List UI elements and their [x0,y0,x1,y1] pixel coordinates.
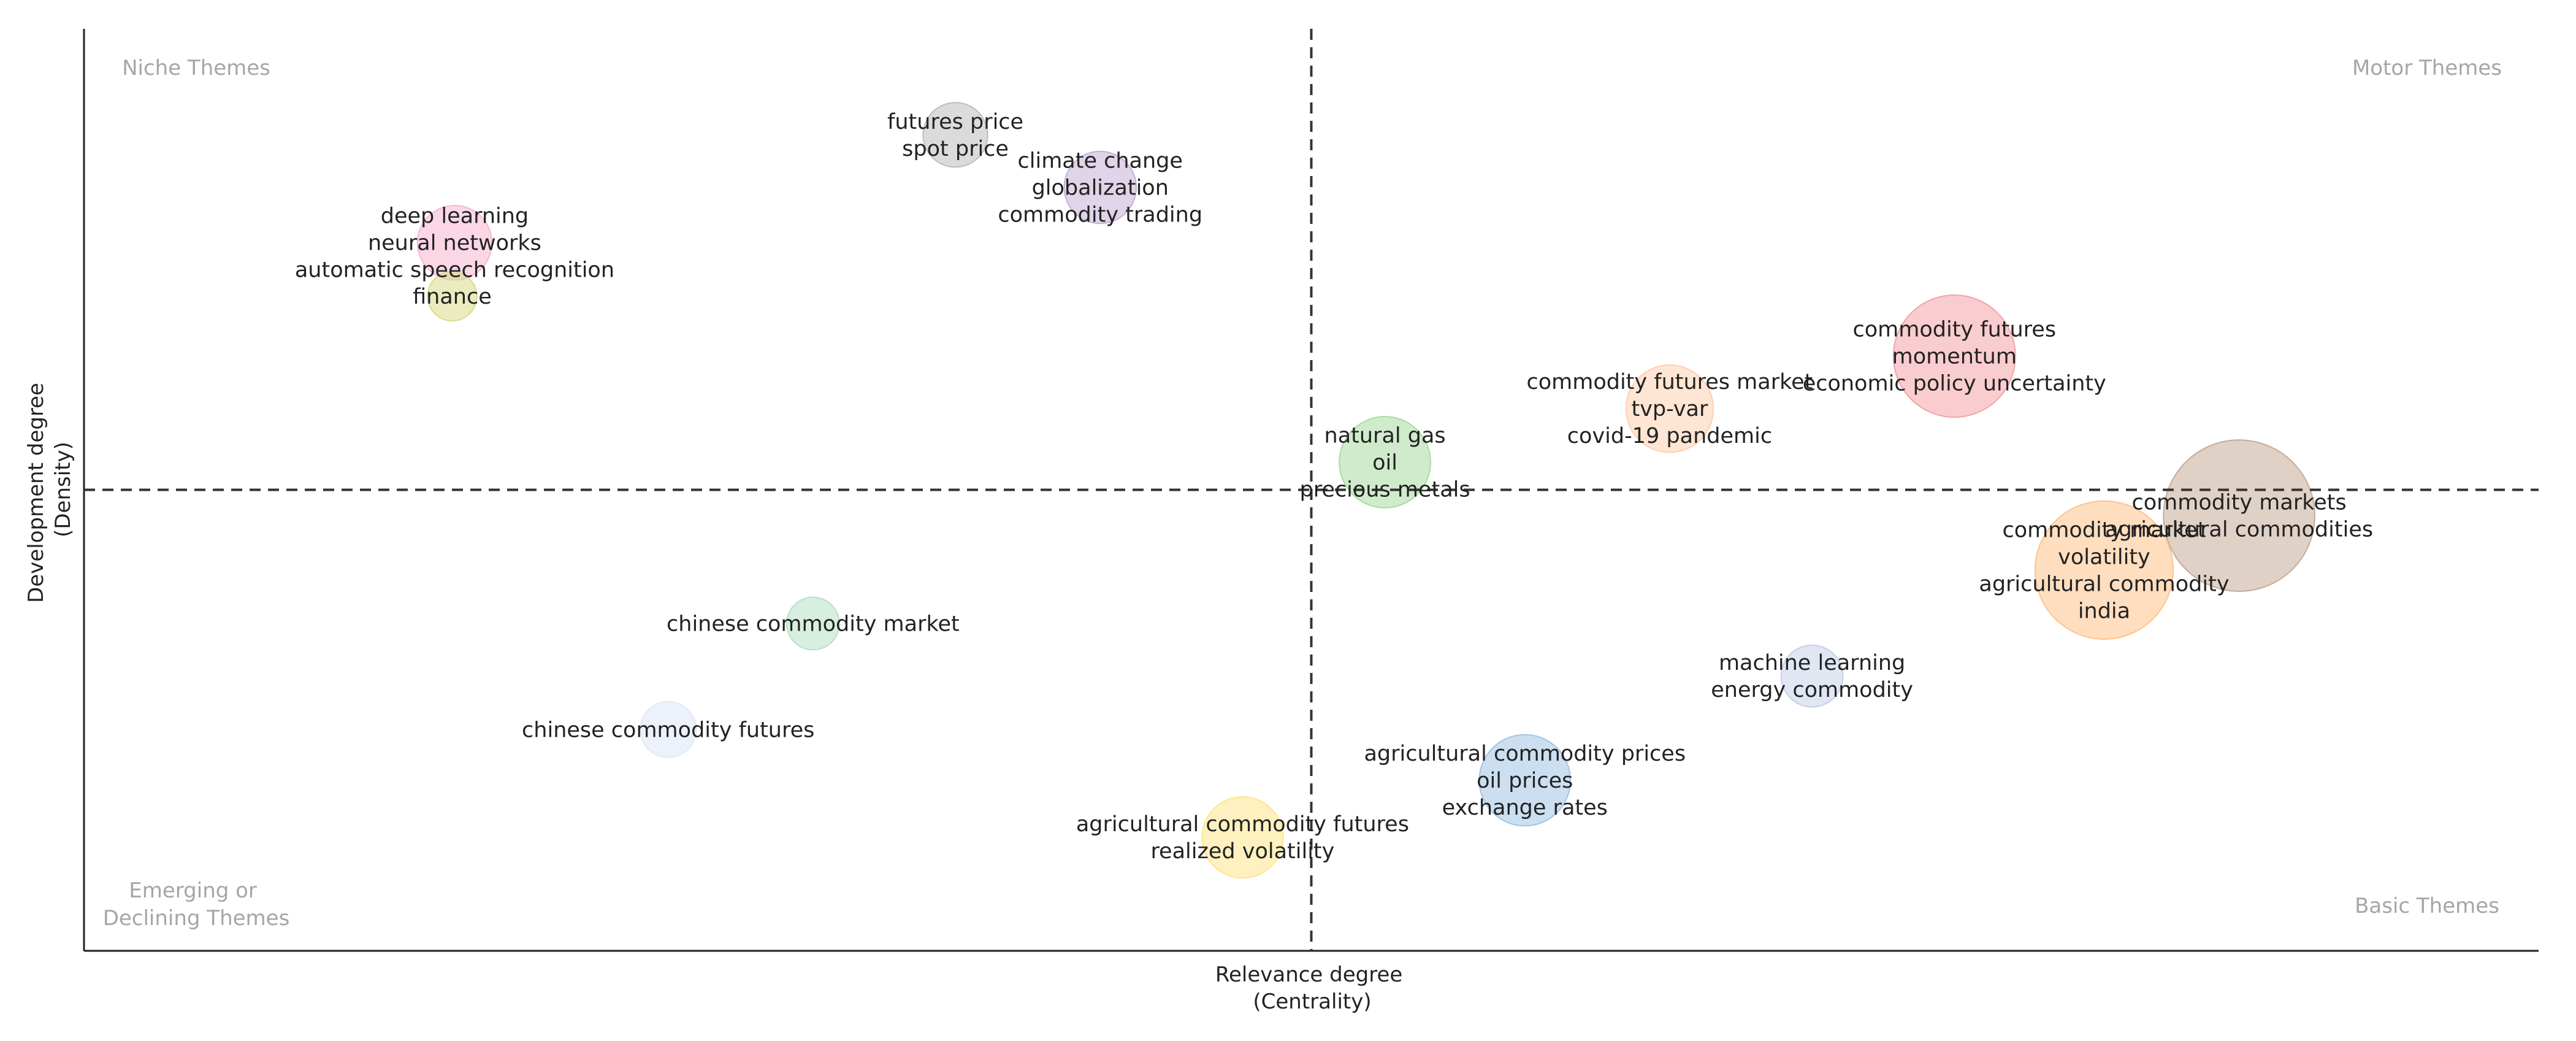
cluster-label-line: commodity market [2002,518,2206,542]
cluster-label-line: finance [413,285,492,309]
quadrant-label-motor: Motor Themes [2352,56,2502,80]
cluster-label-line: momentum [1892,345,2017,369]
cluster-label: climate change globalization commodity tra… [998,149,1202,228]
cluster-label-line: spot price [902,137,1009,161]
cluster-bubble [2163,439,2315,592]
cluster-bubble [640,701,697,758]
bubble-label-layer: futures price spot price climate change glo… [295,110,2373,864]
cluster-label-line: chinese commodity futures [522,718,814,742]
cluster-label: deep learning neural networks automatic sp… [295,204,614,283]
cluster-bubble [785,596,840,651]
cluster-label-line: oil prices [1477,769,1573,793]
cluster-label-line: commodity futures market [1526,370,1813,394]
cluster-bubble [1063,150,1137,225]
cluster-bubble [427,271,478,322]
cluster-label-line: natural gas [1324,423,1446,448]
cluster-label: commodity market volatility agricultural c… [1979,518,2229,623]
cluster-label: agricultural commodity prices oil prices e… [1364,742,1686,820]
cluster-label-line: globalization [1032,176,1169,201]
cluster-label: chinese commodity market [667,612,960,636]
cluster-label-line: climate change [1018,149,1183,174]
cluster-label-line: precious metals [1300,477,1470,502]
cluster-label: futures price spot price [887,110,1023,161]
cluster-label-line: automatic speech recognition [295,258,614,283]
cluster-label-line: agricultural commodity futures [1076,812,1409,837]
cluster-label: commodity futures momentum economic policy… [1803,318,2106,396]
cluster-bubble [1892,294,2016,418]
cluster-label-line: neural networks [368,231,541,256]
cluster-label-line: chinese commodity market [667,612,960,636]
cluster-label: commodity markets agricultural commoditie… [2105,491,2373,542]
cluster-label-line: agricultural commodities [2105,518,2373,542]
cluster-bubble [1780,644,1844,708]
cluster-label-line: deep learning [381,204,529,229]
cluster-label-line: futures price [887,110,1023,134]
cluster-label-line: oil [1372,450,1397,475]
x-axis-title: Relevance degree (Centrality) [1215,962,1409,1014]
cluster-label-line: exchange rates [1442,796,1608,820]
cluster-label-line: machine learning [1719,651,1905,675]
cluster-label-line: india [2078,599,2130,623]
bubble-layer [416,102,2315,879]
cluster-label-line: commodity markets [2132,491,2347,515]
cluster-label: machine learning energy commodity [1711,651,1913,702]
cluster-label-line: commodity futures [1853,318,2057,342]
quadrant-label-emerging-declining: Emerging or Declining Themes [103,878,290,931]
cluster-label-line: covid-19 pandemic [1567,424,1772,448]
quadrant-label-basic: Basic Themes [2355,894,2499,918]
cluster-label-line: agricultural commodity prices [1364,742,1686,766]
cluster-label: natural gas oil precious metals [1300,423,1470,502]
cluster-bubble [1339,416,1431,509]
cluster-label: agricultural commodity futures realized v… [1076,812,1409,864]
cluster-label-line: agricultural commodity [1979,572,2229,596]
cluster-bubble [1201,796,1284,879]
cluster-label-line: tvp-var [1631,397,1708,421]
cluster-label-line: economic policy uncertainty [1803,372,2106,396]
cluster-label-line: energy commodity [1711,678,1913,702]
y-axis-title: Development degree (Density) [24,376,75,603]
cluster-label: chinese commodity futures [522,718,814,742]
cluster-label-line: volatility [2058,545,2150,569]
cluster-label: finance [413,285,492,309]
cluster-bubble [1625,364,1714,453]
cluster-bubble [2034,500,2174,640]
cluster-bubble [1478,734,1572,827]
cluster-label-line: realized volatility [1150,839,1334,864]
cluster-label-line: commodity trading [998,203,1202,228]
cluster-label: commodity futures market tvp-var covid-19 … [1526,370,1813,448]
cluster-bubble [922,102,988,168]
quadrant-label-niche: Niche Themes [122,56,270,80]
